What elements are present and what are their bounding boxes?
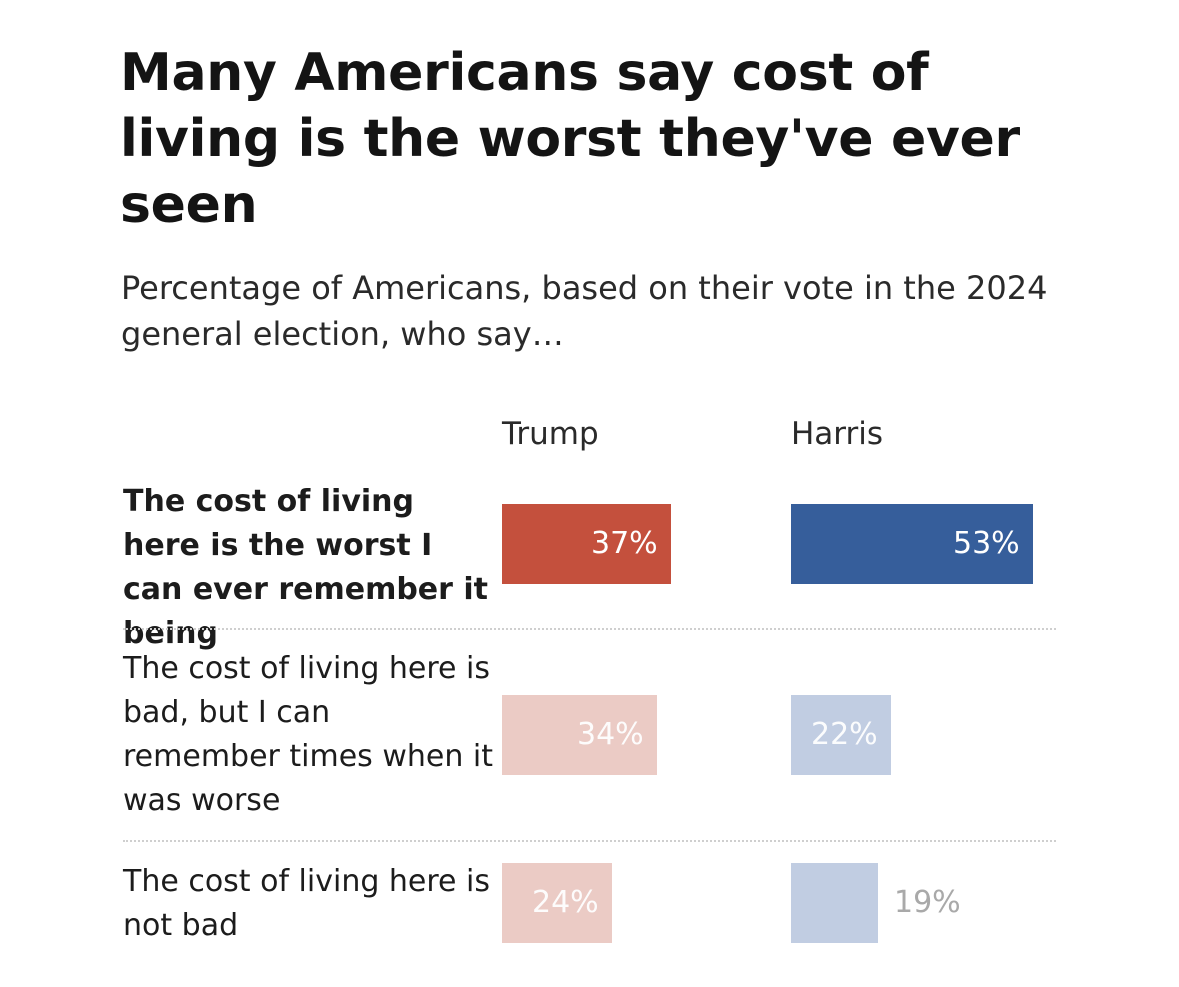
row-label-worst: The cost of living here is the worst I c… <box>123 484 489 651</box>
bar-harris-bad-but-worse <box>791 695 891 775</box>
bar-harris-not-bad <box>791 863 878 943</box>
column-header-harris: Harris <box>791 416 884 452</box>
bar-value-label: 34% <box>577 717 644 752</box>
row-divider <box>123 628 1056 630</box>
bar-value-label: 19% <box>894 885 961 920</box>
bar-trump-worst <box>502 504 671 584</box>
bar-value-label: 24% <box>532 885 599 920</box>
chart-title: Many Americans say cost of living is the… <box>120 43 1020 235</box>
row-divider <box>123 840 1056 842</box>
bar-trump-bad-but-worse <box>502 695 657 775</box>
bar-harris-worst <box>791 504 1033 584</box>
row-label-bad-but-worse: The cost of living here is bad, but I ca… <box>123 651 494 818</box>
row-label-not-bad: The cost of living here is not bad <box>123 864 491 943</box>
chart-subtitle: Percentage of Americans, based on their … <box>121 269 1048 353</box>
bar-trump-not-bad <box>502 863 612 943</box>
column-header-trump: Trump <box>502 416 599 452</box>
bar-value-label: 53% <box>953 526 1020 561</box>
bar-value-label: 22% <box>811 717 878 752</box>
bar-value-label: 37% <box>591 526 658 561</box>
